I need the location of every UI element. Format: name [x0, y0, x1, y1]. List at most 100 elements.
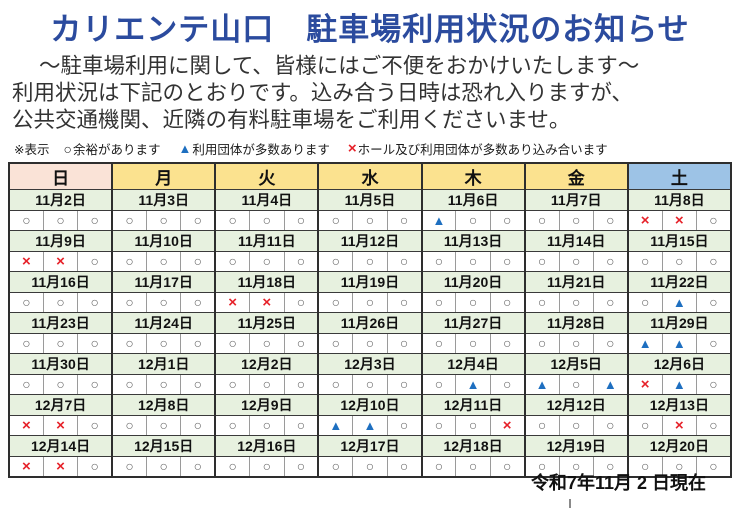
slot-cell: ○ [523, 251, 559, 272]
slot-cell: ○ [111, 251, 147, 272]
slot-cell: ○ [180, 374, 216, 395]
date-row: 12月14日 12月15日 12月16日 12月17日 12月18日 12月19日 12月2… [7, 435, 731, 457]
slot-cell: × [7, 456, 44, 478]
circle-available-icon: ○ [56, 293, 65, 310]
intro-line-3: 公共交通機関、近隣の有料駐車場をご利用くださいませ。 [12, 108, 571, 132]
triangle-busy-icon: ▲ [363, 417, 377, 433]
circle-available-icon: ○ [709, 334, 718, 351]
slot-cell: ▲ [626, 333, 663, 354]
circle-available-icon: ○ [365, 375, 375, 392]
circle-available-icon: ○ [56, 211, 65, 228]
slot-cell: ○ [145, 210, 181, 231]
circle-available-icon: ○ [571, 416, 581, 433]
slot-cell: ○ [145, 333, 181, 354]
slot-cell: × [7, 415, 44, 436]
slot-cell: ○ [283, 292, 319, 313]
circle-available-icon: ○ [262, 334, 272, 351]
circle-available-icon: ○ [537, 334, 547, 351]
circle-available-icon: ○ [502, 211, 512, 228]
slot-cell: ○ [696, 292, 731, 313]
circle-available-icon: ○ [606, 457, 615, 474]
circle-available-icon: ○ [502, 334, 512, 351]
slot-cell: × [249, 292, 284, 313]
circle-available-icon: ○ [296, 334, 306, 351]
slot-cell: ○ [489, 333, 525, 354]
date-cell: 11月19日 [317, 271, 422, 293]
circle-available-icon: ○ [193, 457, 203, 474]
circle-available-icon: ○ [606, 211, 615, 228]
slot-row: × × ○ ○ ○ ○ ○ ○ ○ ▲ ▲ ○ ○ ○ × ○ ○ ○ ○ × ○ [7, 415, 731, 436]
slot-cell: ○ [420, 456, 456, 478]
slot-cell: ○ [420, 251, 456, 272]
legend: ※表示 ○ 余裕があります ▲ 利用団体が多数あります × ホール及び利用団体が… [14, 139, 740, 158]
cross-crowded-icon: × [56, 457, 65, 475]
circle-available-icon: ○ [434, 375, 444, 392]
circle-available-icon: ○ [399, 375, 409, 392]
slot-cell: ○ [558, 292, 594, 313]
circle-available-icon: ○ [502, 457, 512, 474]
circle-available-icon: ○ [399, 211, 409, 228]
date-cell: 11月12日 [317, 230, 422, 252]
legend-item-crowded: × ホール及び利用団体が多数あり込み合います [348, 139, 608, 158]
date-cell: 12月12日 [523, 394, 628, 416]
triangle-busy-icon: ▲ [329, 417, 343, 433]
weekday-header-cell: 火 [214, 162, 319, 190]
circle-available-icon: ○ [125, 457, 134, 474]
circle-available-icon: ○ [640, 252, 650, 269]
slot-cell: ○ [180, 456, 216, 478]
date-cell: 12月18日 [420, 435, 525, 457]
slot-row: ○ ○ ○ ○ ○ ○ ○ ○ ○ ○ ○ ○ ▲ ○ ○ ○ ○ ○ × × ○ [7, 210, 731, 231]
slot-cell: ○ [352, 333, 388, 354]
circle-available-icon: ○ [262, 416, 272, 433]
slot-cell: ▲ [317, 415, 353, 436]
slot-cell: ○ [42, 374, 78, 395]
circle-available-icon: ○ [22, 334, 31, 351]
date-cell: 11月21日 [523, 271, 628, 293]
circle-available-icon: ○ [468, 293, 478, 310]
circle-available-icon: ○ [125, 293, 134, 310]
date-cell: 11月26日 [317, 312, 422, 334]
circle-available-icon: ○ [399, 252, 409, 269]
slot-cell: ○ [77, 333, 113, 354]
circle-available-icon: ○ [159, 375, 168, 392]
slot-cell: ○ [592, 251, 628, 272]
circle-available-icon: ○ [56, 375, 65, 392]
slot-cell: ○ [180, 292, 216, 313]
circle-available-icon: ○ [709, 416, 718, 433]
slot-cell: ○ [77, 415, 113, 436]
slot-cell: ○ [386, 333, 422, 354]
weekday-header-cell: 木 [420, 162, 525, 190]
circle-available-icon: ○ [709, 293, 718, 310]
slot-cell: ○ [523, 292, 559, 313]
circle-available-icon: ○ [675, 457, 684, 474]
circle-available-icon: ○ [90, 457, 99, 474]
date-cell: 12月19日 [523, 435, 628, 457]
slot-cell: ○ [455, 251, 491, 272]
circle-available-icon: ○ [434, 293, 444, 310]
circle-available-icon: ○ [331, 334, 341, 351]
circle-available-icon: ○ [159, 252, 168, 269]
slot-row: × × ○ ○ ○ ○ ○ ○ ○ ○ ○ ○ ○ ○ ○ ○ ○ ○ ○ ○ ○ [7, 251, 731, 272]
slot-cell: ○ [249, 210, 284, 231]
circle-available-icon: ○ [468, 334, 478, 351]
slot-cell: ○ [420, 292, 456, 313]
slot-cell: ○ [145, 456, 181, 478]
date-cell: 12月9日 [214, 394, 319, 416]
circle-available-icon: ○ [193, 293, 203, 310]
circle-available-icon: ○ [22, 293, 31, 310]
date-cell: 11月3日 [111, 189, 216, 211]
circle-available-icon: ○ [125, 416, 134, 433]
circle-available-icon: ○ [22, 375, 31, 392]
circle-available-icon: ○ [90, 334, 99, 351]
cross-crowded-icon: × [56, 416, 65, 434]
cross-crowded-icon: × [640, 211, 650, 229]
circle-available-icon: ○ [571, 375, 581, 392]
slot-cell: ○ [386, 210, 422, 231]
cross-crowded-icon: × [228, 293, 238, 311]
slot-cell: ▲ [352, 415, 388, 436]
triangle-busy-icon: ▲ [535, 376, 549, 392]
slot-cell: × [661, 210, 697, 231]
slot-cell: ○ [386, 456, 422, 478]
circle-available-icon: ○ [571, 211, 581, 228]
slot-cell: ○ [455, 333, 491, 354]
